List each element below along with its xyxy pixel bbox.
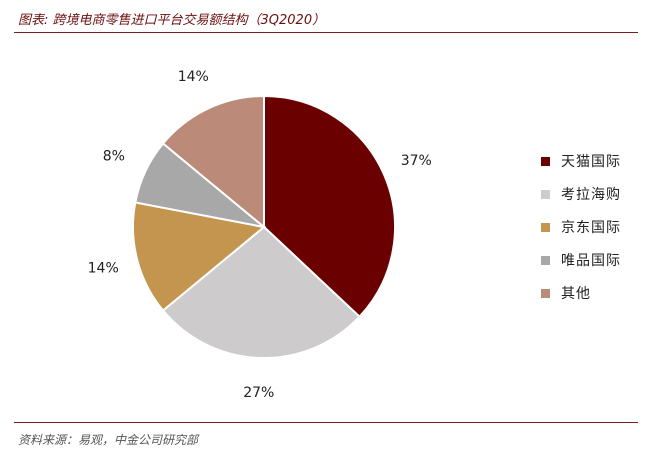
legend-item-jd: 京东国际	[541, 216, 651, 238]
legend-swatch	[541, 222, 550, 232]
legend-label: 其他	[561, 286, 591, 302]
data-label-tmall: 37%	[401, 153, 432, 169]
source-note: 资料来源：易观，中金公司研究部	[18, 433, 199, 447]
legend-swatch	[541, 255, 550, 265]
legend-swatch	[541, 288, 550, 298]
legend-item-tmall: 天猫国际	[541, 150, 651, 172]
legend-swatch	[541, 156, 550, 166]
data-label-jd: 14%	[88, 260, 119, 276]
legend: 天猫国际 考拉海购 京东国际 唯品国际 其他	[541, 150, 651, 315]
pie-slice-other	[161, 94, 265, 230]
data-label-kaola: 27%	[243, 385, 274, 401]
legend-label: 天猫国际	[561, 154, 621, 170]
data-label-other: 14%	[178, 69, 209, 85]
chart-title: 图表: 跨境电商零售进口平台交易额结构（3Q2020）	[18, 13, 326, 28]
legend-item-other: 其他	[541, 282, 651, 304]
pie-slice-tmall	[263, 94, 396, 319]
legend-item-kaola: 考拉海购	[541, 183, 651, 205]
legend-label: 考拉海购	[561, 187, 621, 203]
legend-swatch	[541, 189, 550, 199]
top-divider	[14, 32, 638, 33]
bottom-divider	[14, 422, 638, 423]
data-label-vip: 8%	[103, 148, 125, 164]
legend-item-vip: 唯品国际	[541, 249, 651, 271]
legend-label: 唯品国际	[561, 253, 621, 269]
pie-slice-jd	[132, 201, 267, 312]
pie-slice-kaola	[161, 225, 361, 359]
legend-label: 京东国际	[561, 220, 621, 236]
